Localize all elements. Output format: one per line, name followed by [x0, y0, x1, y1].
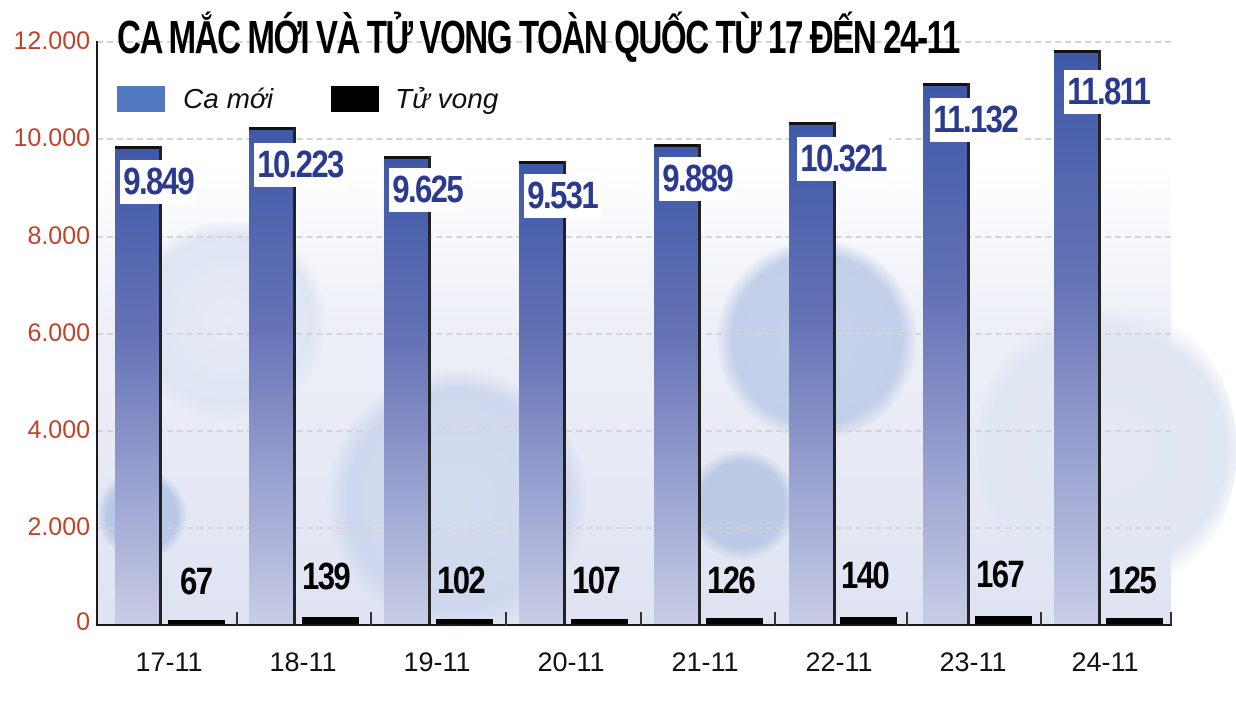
bar-value-new-cases-24-11: 11.811: [1064, 70, 1153, 114]
bar-value-deaths-18-11: 139: [302, 556, 351, 598]
y-tick-label: 2.000: [27, 513, 90, 541]
bar-deaths-17-11: [168, 620, 225, 625]
bar-new-cases-19-11: [384, 156, 431, 625]
y-tick-label: 4.000: [27, 416, 90, 444]
bar-value-deaths-23-11: 167: [976, 554, 1025, 596]
x-tick: [1040, 612, 1042, 625]
gridline-4000: [97, 430, 1171, 432]
bar-value-deaths-20-11: 107: [572, 560, 621, 602]
bar-new-cases-24-11: [1054, 50, 1101, 625]
bar-deaths-20-11: [571, 619, 628, 625]
bar-new-cases-22-11: [789, 122, 836, 625]
x-tick: [774, 612, 776, 625]
bar-deaths-21-11: [706, 618, 763, 625]
x-label: 23-11: [939, 647, 1007, 677]
bar-value-deaths-17-11: 67: [180, 561, 213, 603]
virus-illustration-icon: [687, 450, 797, 560]
bar-new-cases-20-11: [519, 161, 566, 625]
y-tick-label: 12.000: [13, 27, 90, 55]
x-tick: [640, 612, 642, 625]
bar-value-deaths-21-11: 126: [707, 560, 756, 602]
bar-value-new-cases-18-11: 10.223: [254, 143, 347, 187]
x-label: 21-11: [671, 647, 739, 677]
x-label: 17-11: [135, 647, 203, 677]
bar-new-cases-18-11: [249, 127, 296, 625]
gridline-8000: [97, 236, 1171, 238]
bar-new-cases-23-11: [923, 83, 970, 625]
x-label: 24-11: [1071, 647, 1139, 677]
x-label: 19-11: [403, 647, 471, 677]
legend-swatch-deaths: [331, 86, 379, 112]
bar-value-deaths-19-11: 102: [437, 560, 486, 602]
x-axis-line: [96, 624, 1172, 626]
bar-value-deaths-24-11: 125: [1108, 560, 1157, 602]
gridline-12000: [97, 41, 1171, 43]
legend-label-deaths: Tử vong: [395, 83, 499, 114]
bar-deaths-19-11: [436, 619, 493, 625]
chart-title: CA MẮC MỚI VÀ TỬ VONG TOÀN QUỐC TỪ 17 ĐẾ…: [117, 11, 960, 63]
x-tick: [906, 612, 908, 625]
bar-value-new-cases-17-11: 9.849: [120, 160, 197, 204]
bar-value-new-cases-22-11: 10.321: [797, 137, 890, 181]
x-tick: [505, 612, 507, 625]
legend-label-new-cases: Ca mới: [183, 83, 274, 114]
bar-deaths-18-11: [302, 617, 359, 625]
x-tick: [236, 612, 238, 625]
y-tick-label: 6.000: [27, 319, 90, 347]
gridline-6000: [97, 333, 1171, 335]
bar-deaths-23-11: [975, 616, 1032, 625]
bar-new-cases-17-11: [115, 146, 162, 625]
bar-new-cases-21-11: [654, 144, 701, 625]
virus-illustration-icon: [977, 300, 1236, 600]
bar-value-new-cases-21-11: 9.889: [659, 157, 736, 201]
y-tick-label: 10.000: [13, 124, 90, 152]
x-tick: [1170, 612, 1172, 625]
y-tick-label: 8.000: [27, 222, 90, 250]
x-tick: [370, 612, 372, 625]
bar-value-new-cases-23-11: 11.132: [930, 98, 1021, 142]
bar-deaths-22-11: [840, 617, 897, 625]
bar-value-deaths-22-11: 140: [841, 555, 890, 597]
x-label: 22-11: [805, 647, 873, 677]
bar-value-new-cases-19-11: 9.625: [389, 168, 466, 212]
y-tick-label: 0: [76, 608, 90, 636]
gridline-2000: [97, 527, 1171, 529]
legend-swatch-new-cases: [117, 86, 165, 112]
gridline-10000: [97, 138, 1171, 140]
y-axis-line: [96, 41, 98, 626]
x-label: 20-11: [537, 647, 605, 677]
bar-value-new-cases-20-11: 9.531: [524, 174, 601, 218]
x-label: 18-11: [269, 647, 337, 677]
bar-deaths-24-11: [1106, 618, 1163, 625]
